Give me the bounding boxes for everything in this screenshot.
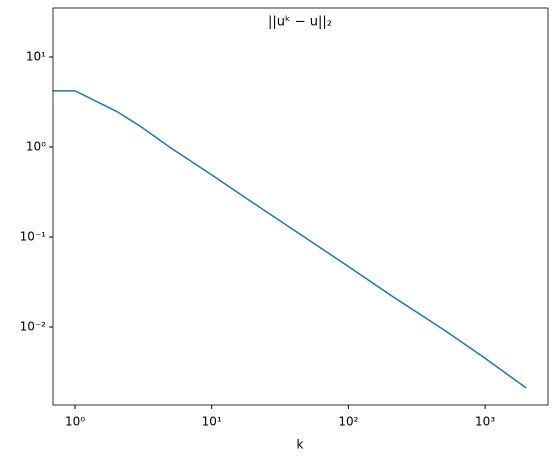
y-tick-label: 10⁰ [26, 139, 46, 153]
plot-frame [52, 7, 549, 406]
y-tick-label: 10⁻¹ [20, 229, 47, 243]
x-tick-label: 10⁰ [65, 415, 85, 429]
y-tick-label: 10⁻² [20, 320, 47, 334]
data-line [53, 90, 527, 389]
x-tick-label: 10² [338, 415, 358, 429]
x-axis-label: k [297, 438, 304, 452]
x-tick-label: 10¹ [202, 415, 222, 429]
x-tick-label: 10³ [475, 415, 495, 429]
chart-title: ||uᵏ − u||₂ [268, 15, 332, 30]
y-tick-label: 10¹ [26, 49, 46, 63]
